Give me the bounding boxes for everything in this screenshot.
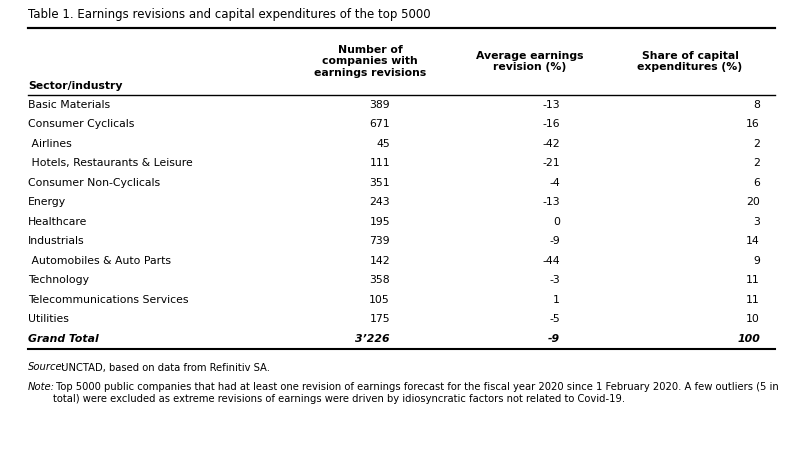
Text: Automobiles & Auto Parts: Automobiles & Auto Parts [28, 256, 171, 266]
Text: Table 1. Earnings revisions and capital expenditures of the top 5000: Table 1. Earnings revisions and capital … [28, 8, 430, 21]
Text: Consumer Cyclicals: Consumer Cyclicals [28, 119, 134, 129]
Text: -44: -44 [542, 256, 560, 266]
Text: 1: 1 [553, 295, 560, 305]
Text: Basic Materials: Basic Materials [28, 100, 110, 110]
Text: Note:: Note: [28, 383, 55, 393]
Text: Hotels, Restaurants & Leisure: Hotels, Restaurants & Leisure [28, 158, 193, 168]
Text: Industrials: Industrials [28, 236, 85, 246]
Text: Energy: Energy [28, 197, 66, 207]
Text: -4: -4 [550, 178, 560, 188]
Text: 2: 2 [753, 139, 760, 149]
Text: 2: 2 [753, 158, 760, 168]
Text: -5: -5 [550, 314, 560, 324]
Text: Utilities: Utilities [28, 314, 69, 324]
Text: 9: 9 [753, 256, 760, 266]
Text: 351: 351 [370, 178, 390, 188]
Text: 3: 3 [753, 217, 760, 227]
Text: Grand Total: Grand Total [28, 334, 98, 344]
Text: 20: 20 [746, 197, 760, 207]
Text: -13: -13 [542, 197, 560, 207]
Text: 100: 100 [737, 334, 760, 344]
Text: 105: 105 [370, 295, 390, 305]
Text: 175: 175 [370, 314, 390, 324]
Text: 142: 142 [370, 256, 390, 266]
Text: 111: 111 [370, 158, 390, 168]
Text: Source:: Source: [28, 363, 66, 373]
Text: 6: 6 [753, 178, 760, 188]
Text: 389: 389 [370, 100, 390, 110]
Text: 14: 14 [746, 236, 760, 246]
Text: 739: 739 [370, 236, 390, 246]
Text: 45: 45 [376, 139, 390, 149]
Text: 0: 0 [553, 217, 560, 227]
Text: Number of
companies with
earnings revisions: Number of companies with earnings revisi… [314, 45, 426, 78]
Text: 3’226: 3’226 [355, 334, 390, 344]
Text: -9: -9 [548, 334, 560, 344]
Text: -16: -16 [542, 119, 560, 129]
Text: 8: 8 [753, 100, 760, 110]
Text: 358: 358 [370, 275, 390, 285]
Text: Airlines: Airlines [28, 139, 72, 149]
Text: -21: -21 [542, 158, 560, 168]
Text: 11: 11 [746, 275, 760, 285]
Text: UNCTAD, based on data from Refinitiv SA.: UNCTAD, based on data from Refinitiv SA. [58, 363, 270, 373]
Text: 195: 195 [370, 217, 390, 227]
Text: Top 5000 public companies that had at least one revision of earnings forecast fo: Top 5000 public companies that had at le… [53, 383, 778, 404]
Text: 11: 11 [746, 295, 760, 305]
Text: 10: 10 [746, 314, 760, 324]
Text: -13: -13 [542, 100, 560, 110]
Text: -42: -42 [542, 139, 560, 149]
Text: -9: -9 [550, 236, 560, 246]
Text: Consumer Non-Cyclicals: Consumer Non-Cyclicals [28, 178, 160, 188]
Text: 16: 16 [746, 119, 760, 129]
Text: -3: -3 [550, 275, 560, 285]
Text: Share of capital
expenditures (%): Share of capital expenditures (%) [638, 51, 742, 72]
Text: Telecommunications Services: Telecommunications Services [28, 295, 189, 305]
Text: Healthcare: Healthcare [28, 217, 87, 227]
Text: Technology: Technology [28, 275, 89, 285]
Text: 671: 671 [370, 119, 390, 129]
Text: Average earnings
revision (%): Average earnings revision (%) [476, 51, 584, 72]
Text: 243: 243 [370, 197, 390, 207]
Text: Sector/industry: Sector/industry [28, 81, 122, 91]
